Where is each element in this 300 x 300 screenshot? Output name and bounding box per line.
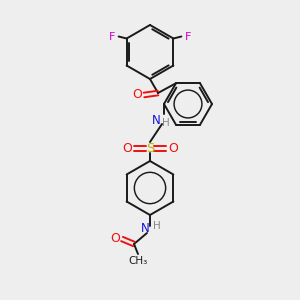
Text: CH₃: CH₃ (128, 256, 148, 266)
Text: S: S (146, 142, 154, 154)
Text: N: N (141, 221, 149, 235)
Text: F: F (108, 32, 115, 41)
Text: H: H (162, 118, 170, 128)
Text: H: H (153, 221, 161, 231)
Text: O: O (110, 232, 120, 245)
Text: F: F (185, 32, 192, 41)
Text: O: O (168, 142, 178, 154)
Text: N: N (152, 113, 160, 127)
Text: O: O (122, 142, 132, 154)
Text: O: O (132, 88, 142, 101)
